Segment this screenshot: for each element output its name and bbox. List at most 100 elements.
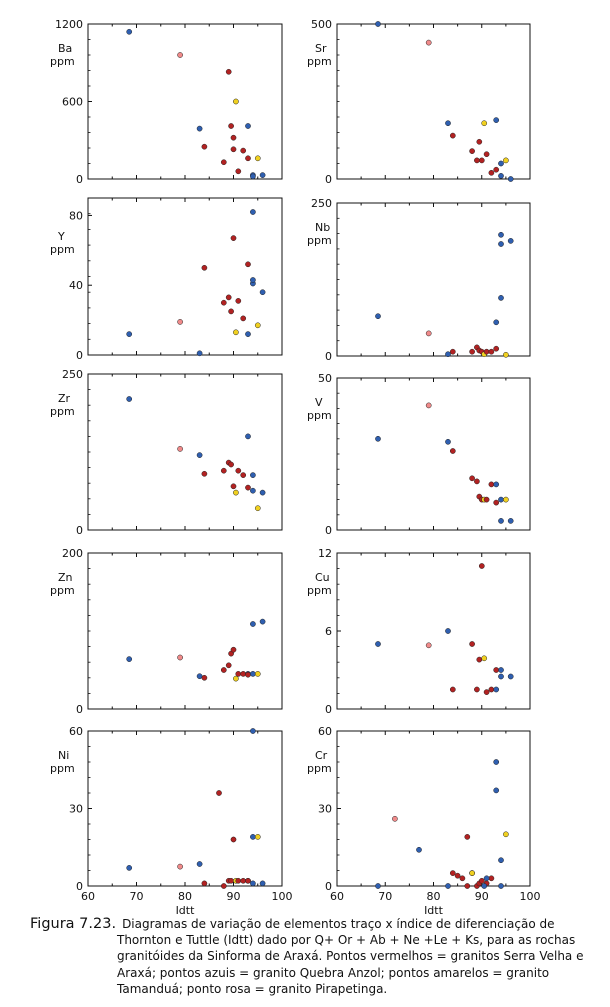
data-point-yellow [503, 496, 509, 503]
data-point-red [469, 148, 475, 154]
y-axis-label: Ni [58, 749, 69, 762]
data-point-red [220, 159, 227, 166]
data-point-blue [259, 618, 266, 625]
data-point-red [483, 348, 490, 355]
data-point-red [488, 875, 495, 882]
data-point-blue [250, 472, 256, 478]
y-tick-label: 200 [62, 547, 83, 560]
data-point-pink [392, 815, 398, 822]
data-point-pink [425, 330, 432, 337]
data-point-red [225, 68, 232, 75]
y-axis-label: ppm [50, 55, 75, 68]
y-axis-label: ppm [50, 584, 75, 597]
y-tick-label: 600 [62, 96, 83, 109]
data-point-red [474, 686, 480, 693]
data-point-red [230, 483, 237, 490]
y-tick-label: 0 [325, 173, 332, 186]
x-tick-label: 100 [272, 890, 293, 903]
data-point-red [474, 478, 480, 485]
x-tick-label: 100 [520, 890, 541, 903]
x-tick-label: 80 [427, 890, 441, 903]
y-tick-label: 30 [318, 803, 332, 816]
data-point-red [240, 671, 247, 677]
data-point-red [235, 298, 242, 304]
data-point-yellow [481, 655, 488, 662]
y-tick-label: 0 [76, 524, 83, 537]
data-point-red [235, 671, 242, 677]
data-point-blue [245, 331, 251, 337]
data-point-pink [177, 654, 183, 661]
data-point-blue [483, 875, 490, 882]
data-point-red [493, 166, 500, 173]
data-point-red [228, 308, 234, 315]
data-point-red [478, 157, 485, 164]
data-point-blue [445, 120, 451, 127]
data-point-red [478, 563, 485, 569]
data-point-red [225, 294, 232, 301]
caption-line-4: Araxá; pontos azuis = granito Quebra Anz… [117, 965, 550, 980]
y-tick-label: 250 [62, 368, 83, 381]
data-point-red [230, 836, 237, 843]
y-tick-label: 60 [318, 725, 332, 738]
figure-caption: Figura 7.23. Diagramas de variação de ele… [30, 916, 605, 997]
data-point-blue [196, 125, 203, 132]
y-tick-label: 12 [318, 547, 332, 560]
caption-line-5: Tamanduá; ponto rosa = granito Pirapetin… [117, 981, 388, 996]
y-axis-label: ppm [307, 409, 332, 422]
data-point-pink [425, 642, 432, 649]
data-point-blue [498, 883, 504, 889]
data-point-red [476, 656, 483, 663]
data-point-red [493, 667, 500, 673]
data-point-blue [498, 231, 504, 238]
data-point-red [459, 875, 466, 882]
data-point-blue [126, 28, 133, 35]
x-tick-label: 90 [475, 890, 489, 903]
y-tick-label: 0 [76, 703, 83, 716]
data-point-blue [445, 628, 451, 634]
y-tick-label: 250 [311, 197, 332, 210]
y-tick-label: 0 [325, 880, 332, 893]
data-point-blue [498, 673, 504, 680]
data-point-yellow [254, 671, 261, 677]
y-axis-label: Nb [315, 221, 330, 234]
data-point-blue [493, 686, 500, 693]
data-point-red [230, 146, 237, 153]
data-point-red [469, 475, 475, 482]
data-point-red [488, 169, 495, 176]
data-point-red [493, 499, 500, 506]
data-point-blue [250, 277, 256, 283]
data-point-blue [196, 452, 203, 458]
data-point-red [464, 834, 471, 840]
data-point-blue [259, 489, 266, 496]
data-point-blue [196, 350, 203, 357]
data-point-blue [126, 656, 133, 662]
plot-frame [87, 373, 283, 531]
y-tick-label: 500 [311, 18, 332, 31]
data-point-blue [493, 787, 500, 794]
data-point-blue [126, 331, 133, 337]
x-tick-label: 70 [130, 890, 144, 903]
data-point-blue [250, 209, 256, 215]
data-point-yellow [233, 98, 239, 105]
data-point-red [245, 261, 251, 268]
data-point-blue [445, 351, 451, 358]
plot-frame [87, 197, 283, 356]
data-point-blue [196, 673, 203, 680]
y-tick-label: 0 [325, 350, 332, 363]
data-point-blue [250, 834, 256, 840]
data-point-blue [375, 435, 381, 442]
data-point-red [235, 467, 242, 474]
y-axis-label: Zn [58, 571, 73, 584]
y-tick-label: 30 [69, 803, 83, 816]
data-point-red [449, 348, 456, 355]
data-point-yellow [254, 834, 261, 840]
data-point-blue [498, 667, 504, 673]
data-point-blue [498, 160, 504, 167]
data-point-red [449, 448, 456, 454]
data-point-red [201, 264, 208, 271]
y-tick-label: 1200 [55, 18, 83, 31]
data-point-blue [507, 518, 514, 524]
data-point-red [220, 299, 227, 306]
